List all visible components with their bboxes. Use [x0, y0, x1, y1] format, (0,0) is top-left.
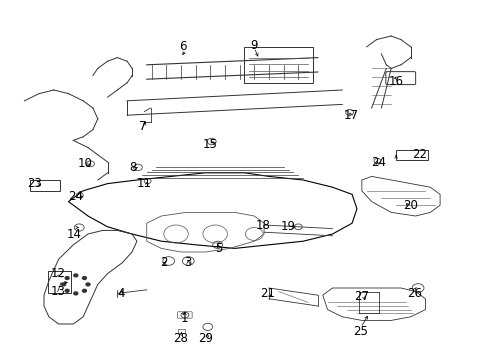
Text: 16: 16 — [388, 75, 403, 87]
Text: 25: 25 — [353, 325, 367, 338]
Text: 14: 14 — [67, 228, 81, 240]
Text: 11: 11 — [137, 177, 151, 190]
Text: 22: 22 — [411, 148, 426, 161]
Circle shape — [65, 276, 69, 279]
Text: 20: 20 — [403, 199, 417, 212]
Text: 18: 18 — [255, 219, 270, 231]
Text: 27: 27 — [354, 291, 368, 303]
Text: 13: 13 — [50, 285, 65, 298]
Text: 24: 24 — [371, 156, 386, 168]
Text: 5: 5 — [215, 242, 223, 255]
Bar — [178, 329, 185, 333]
Text: 8: 8 — [129, 161, 137, 174]
Bar — [30, 180, 60, 191]
Text: 28: 28 — [173, 332, 188, 345]
Text: 3: 3 — [184, 256, 192, 269]
Text: 17: 17 — [343, 109, 358, 122]
Text: 15: 15 — [203, 138, 217, 150]
Circle shape — [82, 276, 86, 279]
Circle shape — [74, 292, 78, 295]
Circle shape — [65, 289, 69, 292]
Text: 29: 29 — [198, 332, 212, 345]
Text: 2: 2 — [160, 256, 167, 269]
Circle shape — [86, 283, 90, 286]
Bar — [48, 271, 71, 293]
Text: 7: 7 — [139, 120, 146, 132]
Text: 26: 26 — [407, 287, 421, 300]
Circle shape — [74, 274, 78, 277]
Text: 19: 19 — [281, 220, 295, 233]
Text: 12: 12 — [50, 267, 65, 280]
Bar — [244, 47, 312, 83]
Text: 23: 23 — [27, 177, 41, 190]
Text: 4: 4 — [117, 287, 125, 300]
Bar — [395, 150, 427, 160]
Circle shape — [82, 289, 86, 292]
Text: 24: 24 — [68, 190, 83, 203]
Text: 10: 10 — [78, 157, 93, 170]
Circle shape — [61, 283, 65, 286]
Text: 21: 21 — [260, 287, 275, 300]
Text: 9: 9 — [250, 39, 258, 51]
Text: 1: 1 — [181, 312, 188, 325]
Text: 6: 6 — [179, 40, 187, 53]
